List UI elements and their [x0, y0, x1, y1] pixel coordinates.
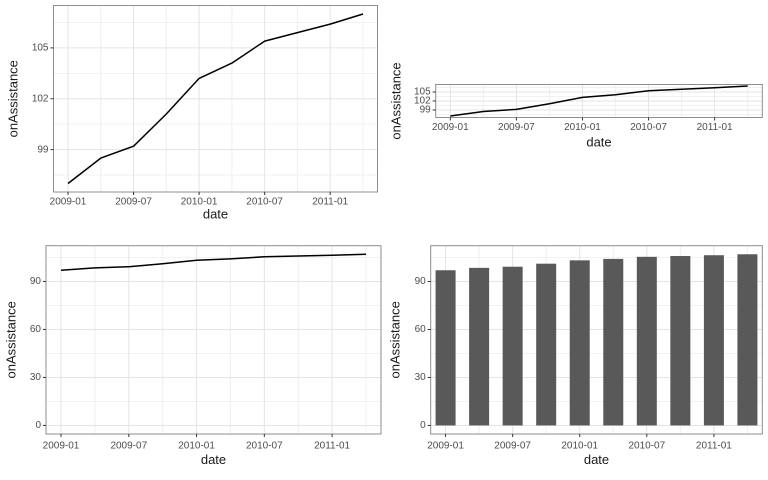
chart-svg-line-full-scale: 2009-01 2009-07 2010-01 2010-07 2011-01 99 102…	[5, 5, 378, 221]
bar-2010-10	[670, 256, 691, 426]
x-tick-label: 2011-01	[697, 122, 733, 133]
y-tick-label: 102	[414, 96, 431, 107]
chart-svg-line-compressed: 2009-01 2009-07 2010-01 2010-07 2011-01 99102…	[388, 62, 763, 149]
panel-background	[46, 245, 381, 434]
y-tick-label: 0	[35, 420, 41, 431]
y-tick-label: 60	[30, 324, 42, 335]
x-tick-label: 2010-07	[246, 441, 283, 452]
x-tick-label: 2011-01	[312, 197, 348, 208]
x-tick-label: 2011-01	[696, 441, 732, 452]
chart-line-bottom-left: 2009-01 2009-07 2010-01 2010-07 2011-01 0 30 60…	[0, 230, 384, 480]
y-tick-label: 60	[415, 324, 427, 335]
y-axis-title: onAssistance	[387, 301, 402, 378]
bar-2010-07	[636, 256, 657, 426]
y-tick-label: 0	[420, 420, 426, 431]
x-axis-title: date	[584, 452, 609, 467]
x-tick-label: 2010-01	[564, 122, 601, 133]
y-tick-label: 90	[30, 276, 42, 287]
bar-2011-01	[703, 255, 724, 426]
x-tick-label: 2009-07	[110, 441, 147, 452]
data-line	[67, 13, 364, 185]
x-tick-label: 2010-07	[628, 441, 665, 452]
y-axis-title: onAssistance	[3, 301, 18, 378]
chart-line-top-right-compressed: 2009-01 2009-07 2010-01 2010-07 2011-01 99 102…	[384, 0, 768, 171]
bar-2009-10	[536, 263, 557, 426]
y-axis-title: onAssistance	[5, 60, 20, 137]
x-axis-title: date	[203, 206, 228, 221]
x-tick-label: 2010-01	[178, 441, 215, 452]
y-tick-label: 105	[32, 43, 49, 54]
x-tick-label: 2010-07	[630, 122, 667, 133]
bar-2009-01	[435, 270, 456, 426]
x-tick-label: 2009-07	[494, 441, 531, 452]
y-tick-label: 99	[420, 105, 432, 116]
chart-svg-bar-zero-based: 2009-01 2009-07 2010-01 2010-07 2011-01 0 30 60…	[387, 245, 763, 467]
chart-bar-bottom-right: 2009-01 2009-07 2010-01 2010-07 2011-01 0 30 60…	[384, 230, 768, 480]
x-tick-label: 2009-07	[115, 197, 152, 208]
chart-line-top-left: 2009-01 2009-07 2010-01 2010-07 2011-01 99 102…	[0, 0, 384, 231]
y-tick-label: 30	[415, 372, 427, 383]
x-tick-label: 2009-01	[43, 441, 80, 452]
panel-border	[435, 84, 763, 118]
data-line	[60, 253, 367, 272]
panel-border	[45, 245, 382, 435]
bar-2011-04	[737, 254, 758, 426]
y-tick-label: 90	[415, 276, 427, 287]
bar-2010-01	[569, 260, 590, 426]
y-tick-label: 99	[37, 144, 49, 155]
y-axis-title: onAssistance	[388, 62, 403, 139]
bar-2009-07	[502, 266, 523, 426]
x-tick-label: 2011-01	[314, 441, 350, 452]
x-tick-label: 2009-01	[432, 122, 469, 133]
x-tick-label: 2010-07	[246, 197, 283, 208]
x-tick-label: 2009-01	[427, 441, 464, 452]
x-tick-label: 2010-01	[181, 197, 218, 208]
x-axis-title: date	[586, 134, 611, 149]
bar-2010-04	[603, 258, 624, 426]
data-line	[450, 85, 748, 117]
y-tick-label: 105	[414, 87, 431, 98]
x-tick-label: 2010-01	[561, 441, 598, 452]
x-axis-title: date	[201, 452, 226, 467]
y-tick-label: 30	[30, 372, 42, 383]
chart-svg-line-zero-based: 2009-01 2009-07 2010-01 2010-07 2011-01 0 30 60…	[3, 245, 382, 467]
x-tick-label: 2009-07	[498, 122, 535, 133]
bar-2009-04	[469, 267, 490, 426]
x-tick-label: 2009-01	[50, 197, 87, 208]
y-tick-label: 102	[32, 93, 49, 104]
panel-border	[430, 245, 763, 435]
